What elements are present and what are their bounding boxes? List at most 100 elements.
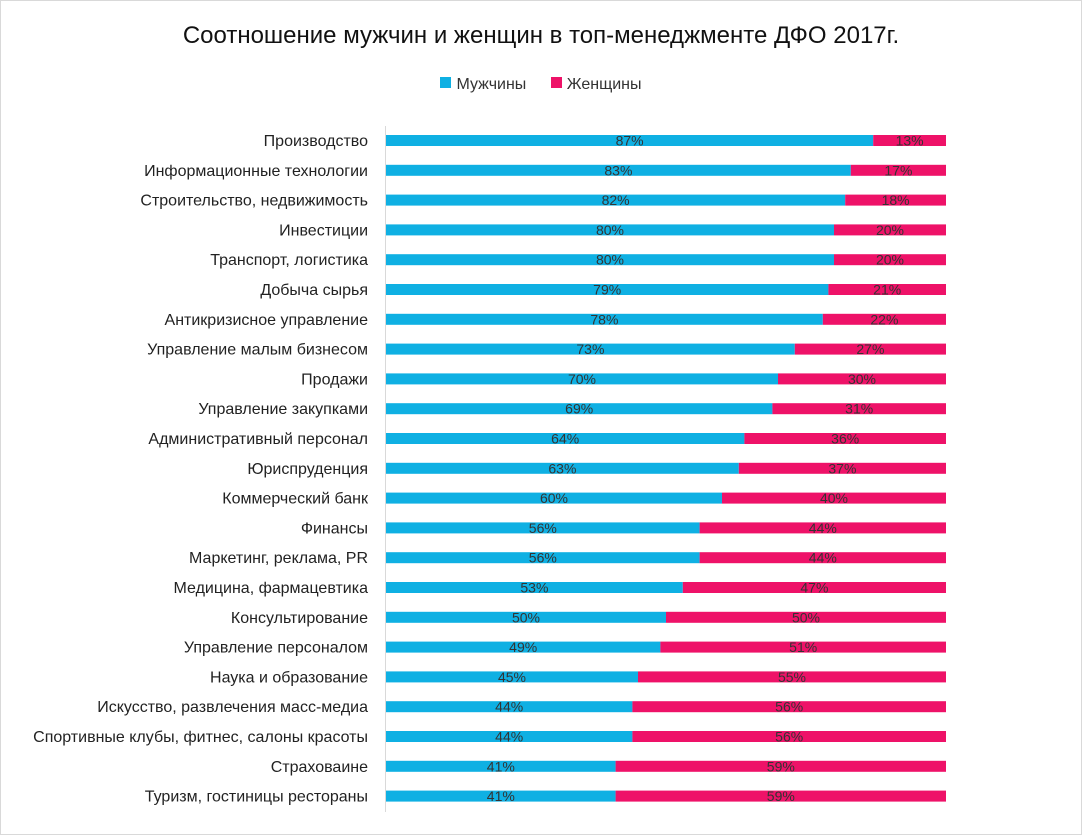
category-label: Информационные технологии: [144, 163, 368, 180]
bar-women: [699, 552, 946, 564]
data-label-women: 44%: [809, 520, 837, 536]
category-label: Транспорт, логистика: [210, 252, 368, 269]
data-label-men: 63%: [548, 460, 576, 476]
bar-men: [386, 611, 666, 623]
data-label-men: 69%: [565, 401, 593, 417]
bar-men: [386, 433, 745, 444]
bar-women: [772, 403, 946, 415]
legend-label-men: Мужчины: [456, 76, 527, 93]
data-label-women: 37%: [828, 460, 856, 476]
bar-men: [386, 194, 846, 206]
bar-women: [615, 790, 946, 802]
data-label-women: 47%: [800, 580, 828, 596]
legend-swatch-women: [550, 77, 562, 88]
legend-item-women: Женщины: [550, 76, 642, 94]
legend-item-men: Мужчины: [440, 76, 526, 94]
data-label-men: 87%: [616, 133, 644, 149]
data-label-women: 13%: [896, 133, 924, 149]
category-label: Продажи: [301, 371, 368, 388]
data-label-men: 79%: [593, 282, 621, 298]
data-label-women: 51%: [789, 639, 817, 655]
data-label-women: 40%: [820, 490, 848, 506]
data-label-women: 17%: [884, 162, 912, 178]
category-label: Антикризисное управление: [165, 312, 369, 329]
category-label: Маркетинг, реклама, PR: [189, 550, 368, 567]
data-label-men: 49%: [509, 639, 537, 655]
bar-men: [386, 343, 795, 355]
bar-men: [386, 790, 616, 802]
data-label-men: 45%: [498, 669, 526, 685]
data-label-men: 56%: [529, 550, 557, 566]
category-label: Производство: [264, 133, 368, 150]
legend-swatch-men: [440, 77, 452, 88]
data-label-women: 31%: [845, 401, 873, 417]
legend: Мужчины Женщины: [0, 76, 1082, 94]
category-label: Коммерческий банк: [222, 491, 369, 508]
bar-men: [386, 462, 739, 474]
bar-women: [850, 164, 946, 176]
data-label-men: 56%: [529, 520, 557, 536]
bar-men: [386, 671, 638, 683]
bar-women: [738, 462, 946, 474]
bar-women: [699, 522, 946, 534]
bar-women: [660, 641, 946, 653]
bar-men: [386, 641, 661, 653]
data-label-women: 59%: [767, 788, 795, 804]
category-label: Финансы: [301, 520, 368, 537]
category-label: Управление малым бизнесом: [147, 342, 368, 359]
bar-women: [873, 135, 946, 146]
bar-women: [828, 284, 946, 295]
data-label-men: 60%: [540, 490, 568, 506]
category-label: Медицина, фармацевтика: [174, 580, 369, 597]
data-label-women: 59%: [767, 758, 795, 774]
bar-women: [638, 671, 946, 683]
bar-women: [666, 611, 946, 623]
category-label: Наука и образование: [210, 669, 368, 686]
bar-men: [386, 701, 633, 713]
data-label-women: 22%: [870, 311, 898, 327]
data-label-women: 50%: [792, 609, 820, 625]
category-label: Административный персонал: [148, 431, 368, 448]
data-label-men: 80%: [596, 252, 624, 268]
bar-men: [386, 522, 700, 534]
bar-men: [386, 313, 823, 325]
bar-men: [386, 135, 874, 146]
data-label-men: 44%: [495, 699, 523, 715]
data-label-men: 64%: [551, 431, 579, 447]
data-label-men: 73%: [576, 341, 604, 357]
data-label-men: 50%: [512, 609, 540, 625]
category-label: Добыча сырья: [260, 282, 368, 299]
bar-men: [386, 224, 834, 236]
category-label: Управление закупками: [198, 401, 368, 418]
data-label-men: 44%: [495, 729, 523, 745]
data-label-men: 83%: [604, 162, 632, 178]
bar-women: [834, 254, 946, 266]
data-label-women: 36%: [831, 431, 859, 447]
bar-women: [632, 731, 946, 742]
data-label-women: 21%: [873, 282, 901, 298]
data-label-women: 18%: [882, 192, 910, 208]
bar-women: [682, 582, 946, 593]
bar-men: [386, 582, 683, 593]
data-label-women: 30%: [848, 371, 876, 387]
bar-men: [386, 731, 633, 742]
bar-men: [386, 254, 834, 266]
data-label-men: 82%: [602, 192, 630, 208]
bar-men: [386, 403, 773, 415]
data-label-women: 44%: [809, 550, 837, 566]
data-label-men: 41%: [487, 788, 515, 804]
category-label: Управление персоналом: [184, 640, 368, 657]
category-label: Строительство, недвижимость: [140, 193, 368, 210]
data-label-women: 20%: [876, 252, 904, 268]
bar-women: [632, 701, 946, 713]
data-label-men: 41%: [487, 758, 515, 774]
data-label-women: 27%: [856, 341, 884, 357]
data-label-women: 56%: [775, 699, 803, 715]
legend-label-women: Женщины: [566, 76, 642, 93]
bar-women: [615, 760, 946, 772]
category-label: Страховаине: [271, 759, 368, 776]
category-label: Юриспруденция: [247, 461, 368, 478]
bar-women: [822, 313, 946, 325]
data-label-men: 78%: [590, 311, 618, 327]
